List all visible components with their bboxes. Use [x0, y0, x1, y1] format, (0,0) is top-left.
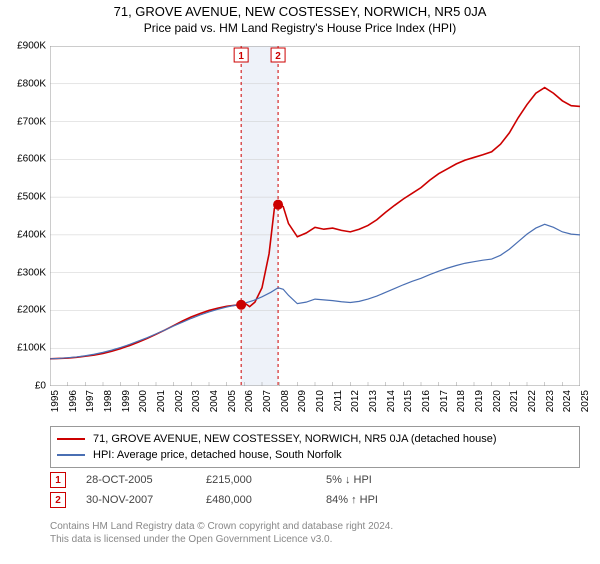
x-tick-label: 2015 [403, 390, 414, 412]
chart-area: 12 £0£100K£200K£300K£400K£500K£600K£700K… [50, 46, 580, 386]
line-chart: 12 [50, 46, 580, 386]
transaction-marker: 1 [50, 472, 66, 488]
page-title: 71, GROVE AVENUE, NEW COSTESSEY, NORWICH… [0, 4, 600, 19]
x-tick-label: 2013 [368, 390, 379, 412]
x-tick-label: 1998 [103, 390, 114, 412]
x-tick-label: 2006 [244, 390, 255, 412]
table-row: 2 30-NOV-2007 £480,000 84% ↑ HPI [50, 490, 580, 510]
x-tick-label: 1999 [121, 390, 132, 412]
y-tick-label: £900K [17, 41, 46, 52]
x-tick-label: 2001 [156, 390, 167, 412]
y-tick-label: £300K [17, 267, 46, 278]
x-tick-label: 2012 [350, 390, 361, 412]
transaction-pct: 5% ↓ HPI [326, 474, 486, 486]
x-tick-label: 1996 [68, 390, 79, 412]
transaction-date: 28-OCT-2005 [86, 474, 206, 486]
chart-container: 71, GROVE AVENUE, NEW COSTESSEY, NORWICH… [0, 4, 600, 564]
transactions-table: 1 28-OCT-2005 £215,000 5% ↓ HPI 2 30-NOV… [50, 470, 580, 510]
legend-swatch [57, 438, 85, 440]
transaction-price: £480,000 [206, 494, 326, 506]
y-tick-label: £800K [17, 78, 46, 89]
x-tick-label: 2022 [527, 390, 538, 412]
y-tick-label: £600K [17, 154, 46, 165]
x-tick-label: 2009 [297, 390, 308, 412]
y-tick-label: £700K [17, 116, 46, 127]
x-tick-label: 2005 [227, 390, 238, 412]
y-tick-label: £400K [17, 229, 46, 240]
legend-swatch [57, 454, 85, 456]
x-tick-label: 2000 [138, 390, 149, 412]
svg-text:2: 2 [275, 51, 281, 62]
transaction-date: 30-NOV-2007 [86, 494, 206, 506]
x-tick-label: 2003 [191, 390, 202, 412]
legend: 71, GROVE AVENUE, NEW COSTESSEY, NORWICH… [50, 426, 580, 468]
footer-line: Contains HM Land Registry data © Crown c… [50, 520, 580, 533]
transaction-pct: 84% ↑ HPI [326, 494, 486, 506]
svg-text:1: 1 [238, 51, 244, 62]
x-tick-label: 2020 [492, 390, 503, 412]
x-tick-label: 2025 [580, 390, 591, 412]
x-tick-label: 2017 [439, 390, 450, 412]
y-tick-label: £500K [17, 192, 46, 203]
x-tick-label: 1997 [85, 390, 96, 412]
legend-label: 71, GROVE AVENUE, NEW COSTESSEY, NORWICH… [93, 433, 496, 445]
transaction-price: £215,000 [206, 474, 326, 486]
page-subtitle: Price paid vs. HM Land Registry's House … [0, 21, 600, 35]
y-tick-label: £0 [35, 381, 46, 392]
x-tick-label: 2008 [280, 390, 291, 412]
x-tick-label: 1995 [50, 390, 61, 412]
x-tick-label: 2007 [262, 390, 273, 412]
x-tick-label: 2014 [386, 390, 397, 412]
y-tick-label: £100K [17, 343, 46, 354]
x-tick-label: 2021 [509, 390, 520, 412]
x-tick-label: 2011 [333, 390, 344, 412]
x-tick-label: 2019 [474, 390, 485, 412]
x-tick-label: 2004 [209, 390, 220, 412]
x-tick-label: 2010 [315, 390, 326, 412]
y-tick-label: £200K [17, 305, 46, 316]
footer-line: This data is licensed under the Open Gov… [50, 533, 580, 546]
legend-item: 71, GROVE AVENUE, NEW COSTESSEY, NORWICH… [57, 431, 573, 447]
x-tick-label: 2002 [174, 390, 185, 412]
x-tick-label: 2018 [456, 390, 467, 412]
footer: Contains HM Land Registry data © Crown c… [50, 520, 580, 546]
legend-item: HPI: Average price, detached house, Sout… [57, 447, 573, 463]
legend-label: HPI: Average price, detached house, Sout… [93, 449, 342, 461]
x-tick-label: 2016 [421, 390, 432, 412]
x-tick-label: 2024 [562, 390, 573, 412]
x-tick-label: 2023 [545, 390, 556, 412]
transaction-marker: 2 [50, 492, 66, 508]
table-row: 1 28-OCT-2005 £215,000 5% ↓ HPI [50, 470, 580, 490]
